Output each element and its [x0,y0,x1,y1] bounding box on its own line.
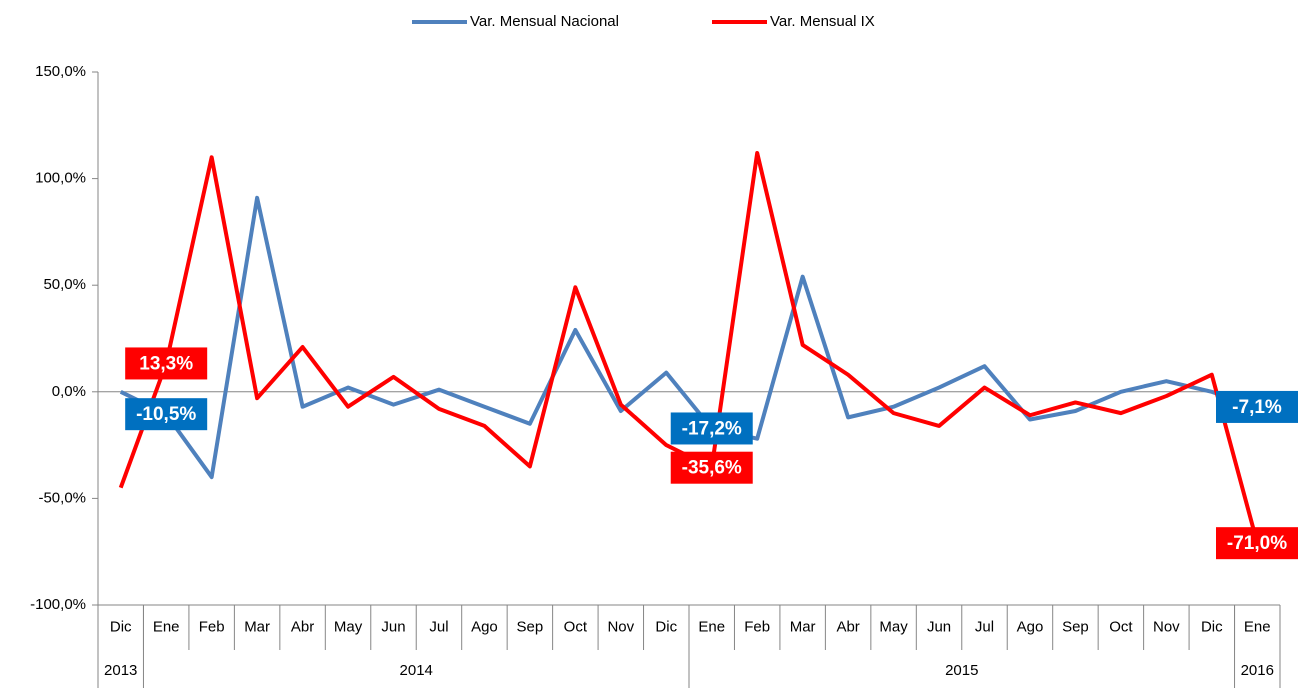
x-tick-label: Nov [1153,618,1180,635]
x-tick-label: Jul [975,618,994,635]
x-tick-label: May [334,618,363,635]
x-tick-label: Ene [1244,618,1271,635]
x-tick-label: Ago [1017,618,1044,635]
legend-label: Var. Mensual Nacional [470,13,619,30]
data-label: 13,3% [139,353,193,374]
x-tick-label: Mar [790,618,816,635]
y-tick-label: -50,0% [38,489,86,506]
x-tick-label: Ene [153,618,180,635]
x-tick-label: Nov [607,618,634,635]
y-tick-label: 50,0% [43,276,86,293]
label-box [125,347,208,380]
series-line [119,195,1258,480]
x-tick-label: Feb [199,618,225,635]
legend-label: Var. Mensual IX [770,13,875,30]
x-tick-label: Ene [698,618,725,635]
y-tick-label: 0,0% [52,383,86,400]
year-label: 2014 [400,662,433,679]
data-label: -71,0% [1227,533,1287,554]
x-tick-label: May [879,618,908,635]
year-label: 2013 [104,662,137,679]
y-tick-label: 150,0% [35,63,86,80]
x-tick-label: Oct [1109,618,1133,635]
x-tick-label: Dic [1201,618,1223,635]
x-tick-label: Abr [836,618,859,635]
label-box [1216,390,1298,423]
label-box [670,412,753,445]
y-tick-label: -100,0% [30,596,86,613]
label-box [125,398,208,431]
x-tick-label: Dic [110,618,132,635]
label-box [1216,527,1298,560]
year-label: 2015 [945,662,978,679]
label-box [670,451,753,484]
data-label: -7,1% [1232,397,1282,418]
x-tick-label: Mar [244,618,270,635]
y-tick-label: 100,0% [35,170,86,187]
x-tick-label: Dic [655,618,677,635]
x-tick-label: Ago [471,618,498,635]
x-tick-label: Jun [927,618,951,635]
x-tick-label: Sep [1062,618,1089,635]
x-tick-label: Abr [291,618,314,635]
x-tick-label: Jul [429,618,448,635]
x-tick-label: Feb [744,618,770,635]
data-label: -35,6% [682,458,742,479]
data-label: -10,5% [136,404,196,425]
year-label: 2016 [1241,662,1274,679]
x-tick-label: Sep [517,618,544,635]
x-tick-label: Oct [564,618,588,635]
x-tick-label: Jun [381,618,405,635]
data-label: -17,2% [682,418,742,439]
